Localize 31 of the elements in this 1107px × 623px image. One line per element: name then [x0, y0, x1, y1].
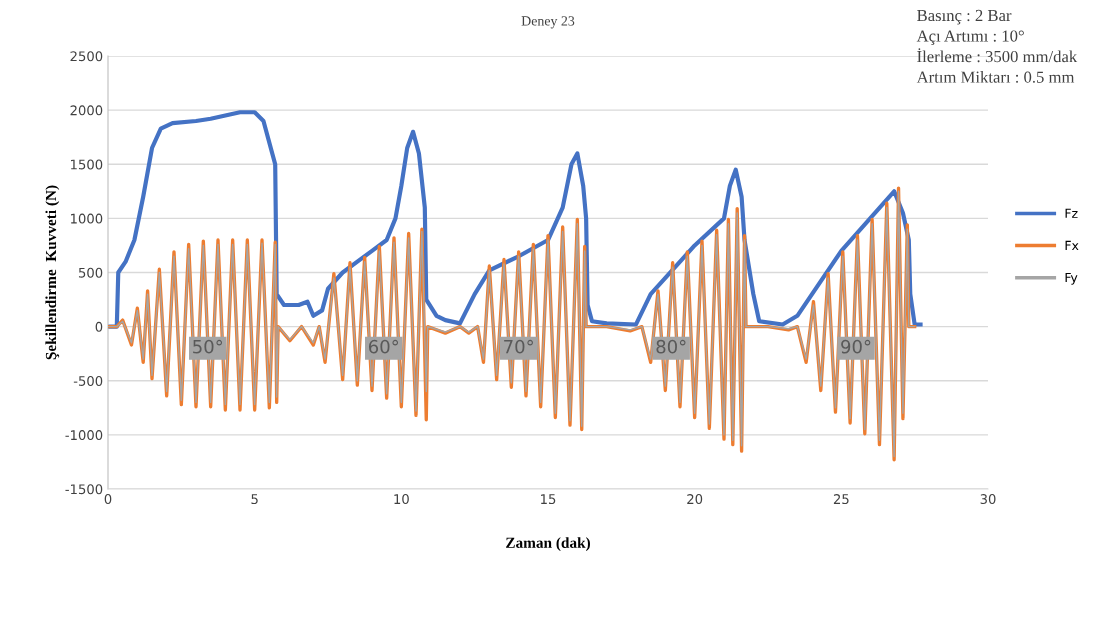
annotation: Artım Miktarı : 0.5 mm	[916, 71, 1075, 83]
y-tick-label: 0	[95, 321, 103, 332]
x-tick-label: 15	[541, 494, 556, 505]
annotation: 80°	[656, 339, 686, 354]
y-tick-label: 2500	[70, 51, 103, 62]
y-tick-label: 1000	[71, 213, 103, 224]
y-tick-label: 1500	[71, 159, 103, 170]
y-tick-label: 500	[78, 267, 103, 278]
x-tick-label: 25	[833, 494, 849, 505]
y-axis-title: Şekillendirme Kuvveti (N)	[45, 185, 60, 360]
legend-label: Fy	[1065, 272, 1078, 285]
y-tick-label: -1000	[65, 430, 103, 441]
chart-title: Deney 23	[521, 16, 575, 29]
y-tick-label: -500	[73, 375, 103, 386]
annotation: 90°	[841, 339, 871, 354]
x-tick-label: 0	[104, 494, 112, 505]
annotation: İlerleme : 3500 mm/dak	[917, 48, 1078, 63]
x-tick-label: 5	[251, 494, 258, 505]
x-tick-label: 10	[394, 494, 409, 505]
text: Açı Artımı : 10°	[916, 30, 1024, 46]
text: Basınç : 2 Bar	[917, 9, 1012, 25]
annotation: 70°	[504, 339, 533, 354]
x-tick-label: 20	[687, 494, 703, 505]
annotation: 50°	[193, 339, 223, 354]
legend-label: Fx	[1065, 240, 1079, 250]
y-tick-label: 2000	[70, 105, 103, 116]
annotation: 60°	[368, 339, 399, 354]
legend-label: Fz	[1065, 208, 1078, 218]
x-tick-label: 30	[980, 494, 996, 505]
y-tick-label: -1500	[65, 484, 103, 495]
x-axis-title: Zaman (dak)	[506, 537, 590, 552]
